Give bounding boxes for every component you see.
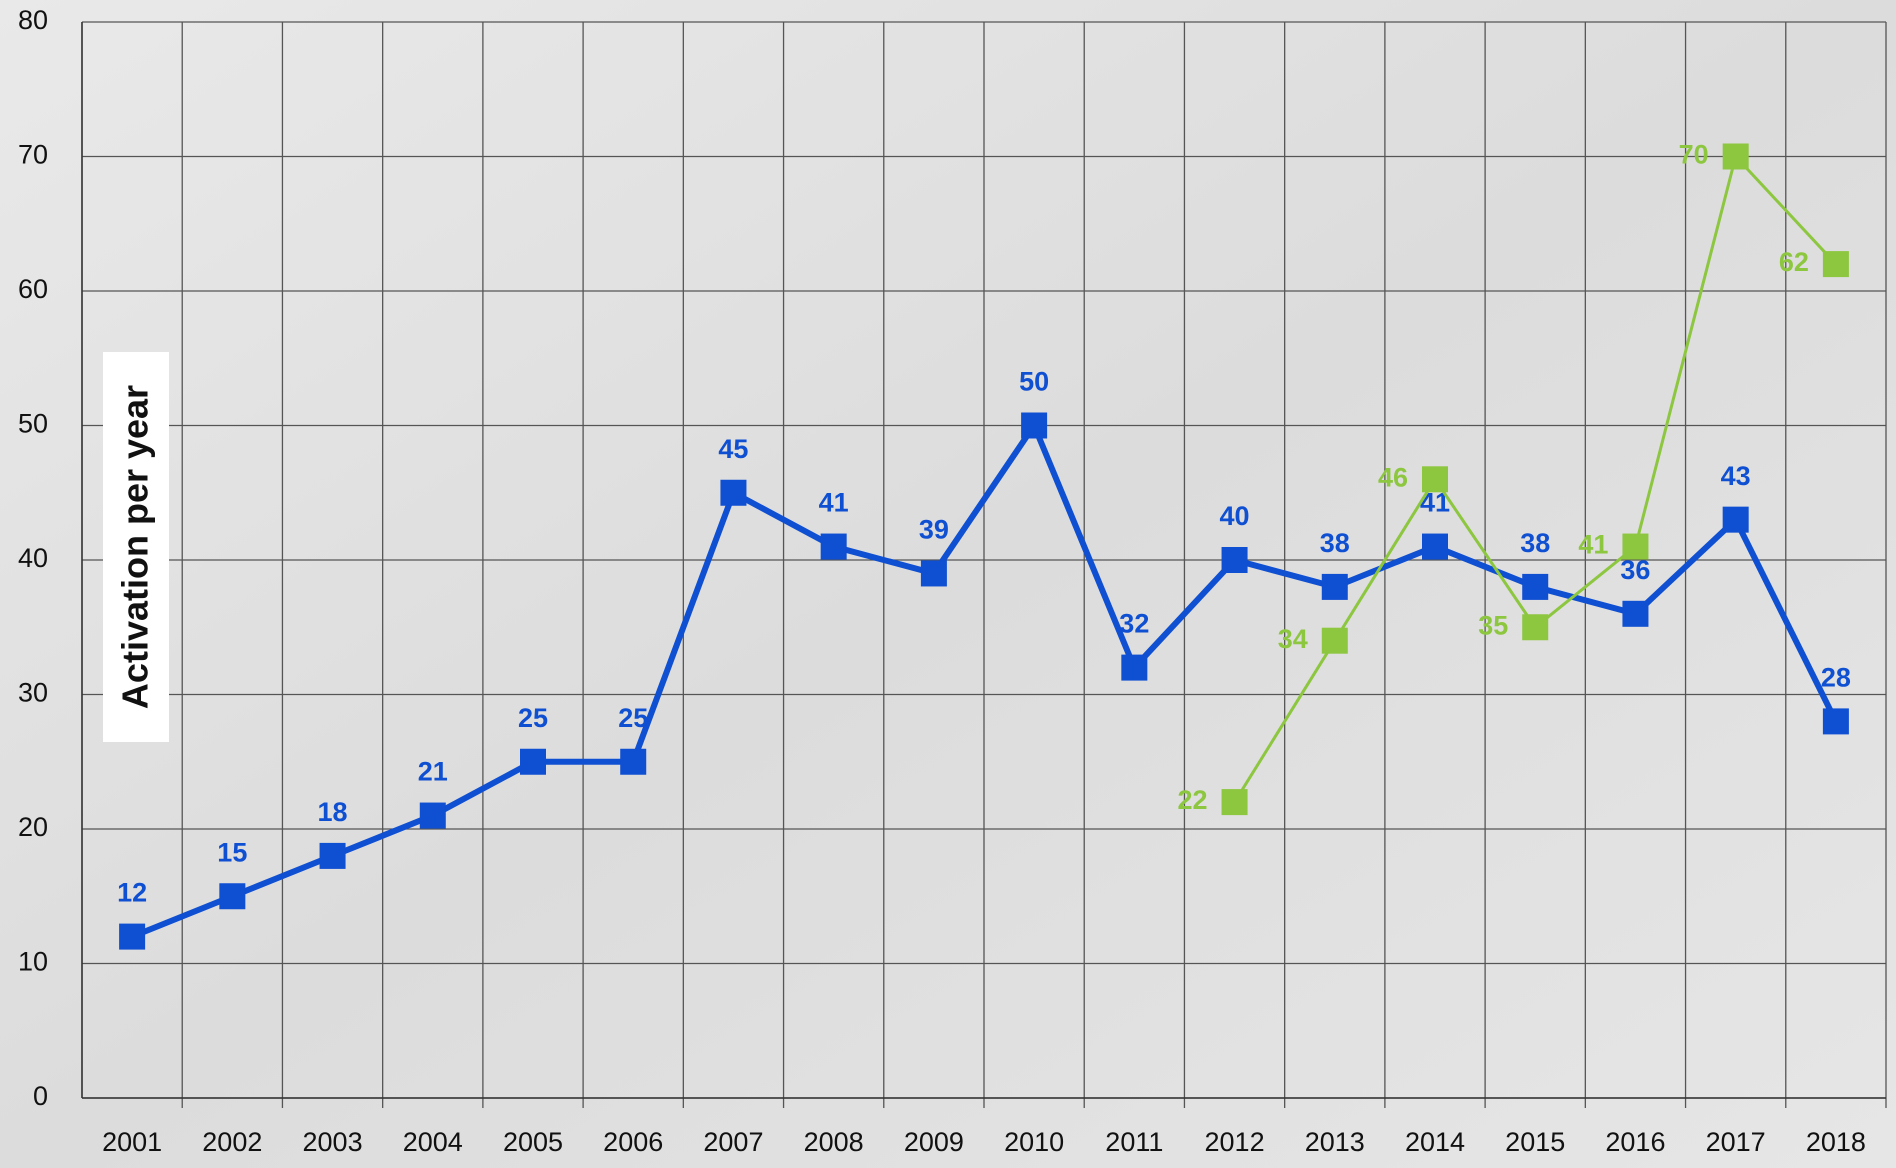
y-tick-label: 40 — [18, 543, 48, 573]
marker — [1222, 547, 1248, 573]
background — [0, 0, 1896, 1168]
marker — [1322, 574, 1348, 600]
marker — [1622, 534, 1648, 560]
marker — [320, 843, 346, 869]
marker — [620, 749, 646, 775]
data-label: 43 — [1721, 461, 1751, 491]
data-label: 21 — [418, 757, 448, 787]
data-label: 32 — [1119, 609, 1149, 639]
marker — [1622, 601, 1648, 627]
marker — [1422, 466, 1448, 492]
x-tick-label: 2018 — [1806, 1127, 1866, 1157]
data-label: 70 — [1679, 140, 1709, 170]
y-tick-label: 60 — [18, 274, 48, 304]
y-tick-label: 0 — [33, 1081, 48, 1111]
data-label: 12 — [117, 878, 147, 908]
marker — [420, 803, 446, 829]
x-tick-label: 2013 — [1305, 1127, 1365, 1157]
data-label: 22 — [1178, 785, 1208, 815]
y-tick-label: 30 — [18, 678, 48, 708]
y-tick-label: 50 — [18, 409, 48, 439]
y-tick-label: 80 — [18, 5, 48, 35]
marker — [1823, 251, 1849, 277]
x-tick-label: 2017 — [1706, 1127, 1766, 1157]
x-tick-label: 2003 — [303, 1127, 363, 1157]
data-label: 45 — [718, 434, 748, 464]
x-tick-label: 2002 — [202, 1127, 262, 1157]
x-tick-label: 2007 — [703, 1127, 763, 1157]
data-label: 25 — [518, 703, 548, 733]
data-label: 34 — [1278, 624, 1308, 654]
data-label: 46 — [1378, 462, 1408, 492]
data-label: 41 — [1578, 530, 1608, 560]
marker — [1823, 708, 1849, 734]
data-label: 50 — [1019, 367, 1049, 397]
x-tick-label: 2008 — [804, 1127, 864, 1157]
y-tick-label: 10 — [18, 947, 48, 977]
x-tick-label: 2010 — [1004, 1127, 1064, 1157]
y-tick-label: 20 — [18, 812, 48, 842]
marker — [1222, 789, 1248, 815]
x-tick-label: 2004 — [403, 1127, 463, 1157]
marker — [1723, 144, 1749, 170]
chart: Activation per year 0 10 20 30 40 50 60 70 80 200… — [0, 0, 1896, 1168]
y-tick-label: 70 — [18, 140, 48, 170]
marker — [1723, 507, 1749, 533]
marker — [1021, 413, 1047, 439]
x-tick-label: 2001 — [102, 1127, 162, 1157]
marker — [921, 560, 947, 586]
data-label: 38 — [1520, 528, 1550, 558]
x-tick-label: 2005 — [503, 1127, 563, 1157]
data-label: 62 — [1779, 247, 1809, 277]
marker — [1522, 574, 1548, 600]
x-tick-label: 2014 — [1405, 1127, 1465, 1157]
data-label: 38 — [1320, 528, 1350, 558]
data-label: 39 — [919, 515, 949, 545]
x-tick-label: 2012 — [1205, 1127, 1265, 1157]
data-label: 18 — [318, 797, 348, 827]
marker — [1422, 534, 1448, 560]
marker — [821, 534, 847, 560]
x-tick-label: 2016 — [1605, 1127, 1665, 1157]
marker — [1121, 655, 1147, 681]
y-axis-label: Activation per year — [115, 385, 156, 709]
data-label: 35 — [1478, 610, 1508, 640]
data-label: 40 — [1220, 501, 1250, 531]
data-label: 41 — [819, 488, 849, 518]
x-tick-label: 2015 — [1505, 1127, 1565, 1157]
x-tick-label: 2006 — [603, 1127, 663, 1157]
marker — [720, 480, 746, 506]
x-tick-label: 2011 — [1105, 1127, 1163, 1157]
marker — [119, 924, 145, 950]
marker — [520, 749, 546, 775]
marker — [1322, 628, 1348, 654]
marker — [1522, 614, 1548, 640]
data-label: 15 — [217, 837, 247, 867]
data-label: 28 — [1821, 663, 1851, 693]
x-tick-label: 2009 — [904, 1127, 964, 1157]
marker — [219, 883, 245, 909]
data-label: 25 — [618, 703, 648, 733]
